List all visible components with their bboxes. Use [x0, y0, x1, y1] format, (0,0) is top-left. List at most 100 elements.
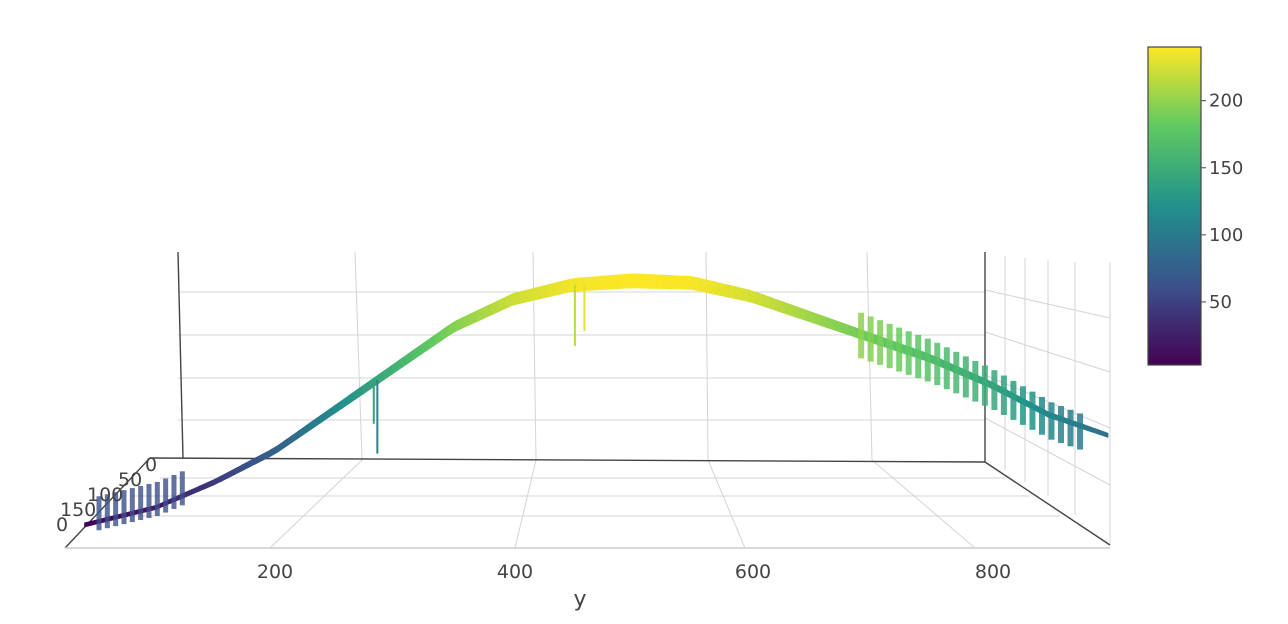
colorbar-gradient	[1147, 46, 1202, 366]
surface-segment	[655, 274, 664, 290]
surface-segment	[269, 445, 278, 458]
surface-segment	[226, 468, 235, 479]
surface-block	[1019, 386, 1026, 425]
surface-segment	[298, 425, 307, 439]
surface-segment	[633, 273, 642, 289]
surface-segment	[726, 284, 735, 300]
surface-segment	[362, 379, 371, 395]
surface-block	[96, 496, 102, 531]
depth-tick-label: 150	[60, 499, 96, 521]
surface-block	[104, 494, 110, 529]
surface-segment	[498, 296, 507, 313]
surface-segment	[641, 273, 650, 289]
surface-segment	[241, 460, 250, 472]
surface-block	[171, 474, 177, 509]
surface-segment	[619, 273, 628, 289]
surface-segment	[576, 277, 585, 292]
surface-segment	[191, 485, 200, 495]
surface-block	[858, 312, 865, 359]
surface-segment	[476, 306, 485, 323]
surface-segment	[662, 274, 671, 290]
surface-block	[915, 334, 922, 379]
x-tick-label: 200	[257, 561, 293, 583]
surface-segment	[469, 310, 478, 326]
surface-segment	[526, 287, 535, 303]
surface-segment	[348, 389, 357, 405]
surface-block	[953, 351, 960, 394]
surface-block	[877, 320, 884, 365]
surface-segment	[712, 281, 721, 296]
surface-segment	[848, 324, 857, 338]
surface-segment	[812, 312, 821, 326]
surface-segment	[434, 329, 443, 347]
surface-segment	[291, 430, 300, 444]
surface-block	[867, 316, 874, 362]
scene-frame	[64, 251, 1111, 549]
surface-segment	[705, 279, 714, 295]
surface-segment	[612, 274, 621, 290]
surface-segment	[198, 482, 207, 492]
surface-segment	[234, 464, 243, 476]
colorbar: 200 150 100 50	[1147, 46, 1243, 366]
surface-segment	[841, 322, 849, 336]
surface-block	[886, 323, 893, 369]
surface-block	[934, 342, 941, 386]
surface-segment	[84, 520, 93, 528]
surface-segment	[505, 293, 514, 309]
surface-segment	[719, 282, 728, 298]
surface-segment	[669, 275, 678, 290]
surface-segment	[1090, 426, 1099, 435]
surface-segment	[676, 275, 685, 290]
surface-segment	[341, 394, 350, 410]
x-tick-label: 400	[497, 561, 533, 583]
surface-block	[924, 338, 931, 382]
surface-segment	[326, 404, 335, 420]
surface-segment	[698, 277, 707, 293]
colorbar-tick-label: 50	[1209, 292, 1232, 313]
surface-block	[154, 481, 160, 516]
x-tick-label: 600	[735, 561, 771, 583]
surface-segment	[1083, 424, 1092, 433]
surface-block	[1048, 402, 1055, 440]
surface-block	[129, 488, 135, 523]
surface-block	[1038, 396, 1045, 435]
surface-block	[121, 490, 127, 525]
surface-segment	[626, 273, 635, 289]
surface-segment	[405, 349, 414, 366]
surface-block	[943, 347, 950, 390]
surface-segment	[783, 301, 792, 317]
surface-segment	[1098, 429, 1107, 438]
colorbar-tick-label: 150	[1209, 158, 1243, 179]
surface-block	[113, 492, 119, 527]
surface-block	[962, 356, 969, 398]
surface-block	[991, 370, 998, 411]
surface-segment	[441, 324, 450, 342]
surface-segment	[755, 291, 764, 307]
surface-segment	[384, 364, 393, 381]
surface-block	[146, 483, 152, 518]
depth-tick-label: 50	[118, 469, 142, 491]
surface-segment	[376, 369, 385, 385]
colorbar-tick-label: 200	[1209, 91, 1243, 112]
surface-segment	[398, 354, 407, 371]
surface-segment	[1105, 431, 1109, 438]
surface-block	[1067, 409, 1074, 447]
surface-segment	[555, 280, 564, 296]
surface-segment	[512, 291, 521, 306]
surface-segment	[826, 317, 835, 331]
surface-segment	[798, 306, 807, 322]
surface-segment	[584, 276, 592, 292]
surface-segment	[284, 435, 293, 449]
x-axis: 200 400 600 800 y	[257, 561, 1011, 612]
surface-segment	[255, 453, 264, 465]
surface-segment	[541, 284, 550, 299]
surface-segment	[276, 440, 285, 454]
surface-segment	[733, 286, 742, 301]
surface-segment	[491, 299, 500, 316]
surface-segment	[455, 316, 464, 332]
surface-segment	[312, 415, 321, 429]
surface-segment	[419, 339, 428, 356]
surface-segment	[805, 309, 814, 324]
surface-segment	[691, 275, 700, 292]
surface-segment	[448, 320, 457, 337]
